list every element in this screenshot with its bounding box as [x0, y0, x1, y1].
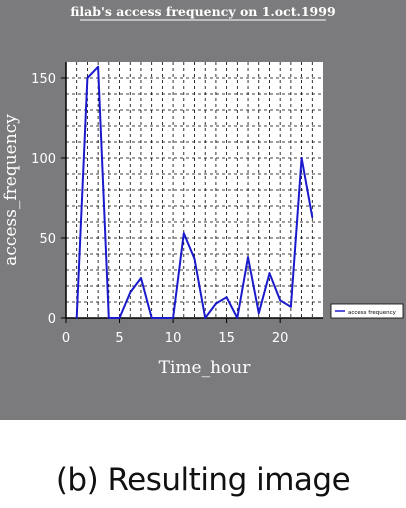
data-point: [236, 317, 239, 319]
line-chart: filab's access frequency on 1.oct.1999 0 5…: [1, 4, 404, 378]
data-point: [107, 317, 110, 319]
data-point: [75, 317, 78, 319]
data-point: [215, 302, 217, 305]
data-point: [161, 317, 164, 319]
data-point: [225, 296, 228, 299]
data-point: [300, 157, 303, 159]
legend-box: [330, 303, 404, 319]
data-point: [172, 317, 174, 319]
data-point: [268, 272, 271, 275]
data-point: [140, 277, 142, 279]
data-point: [289, 305, 292, 308]
data-point: [247, 256, 249, 259]
data-point: [182, 232, 185, 235]
figure-caption: (b) Resulting image: [55, 462, 351, 498]
y-tick-label: 150: [31, 72, 56, 87]
x-tick-label: 10: [165, 331, 182, 346]
x-axis-label: Time_hour: [159, 358, 252, 378]
data-point: [279, 299, 282, 302]
y-tick-label: 0: [48, 312, 56, 327]
data-point: [204, 317, 207, 319]
y-axis-label: access_frequency: [1, 114, 21, 266]
legend-label: access frequency: [348, 310, 397, 316]
chart-title: filab's access frequency on 1.oct.1999: [70, 4, 335, 19]
data-point: [311, 216, 314, 219]
y-tick-label: 50: [39, 232, 56, 247]
x-tick-label: 5: [115, 331, 123, 346]
data-point: [118, 317, 121, 319]
data-point: [97, 65, 100, 68]
data-point: [150, 317, 153, 319]
x-tick-label: 20: [272, 331, 289, 346]
x-tick-label: 15: [218, 331, 235, 346]
data-point: [86, 77, 89, 79]
data-point: [193, 257, 196, 260]
x-tick-label: 0: [62, 331, 70, 346]
chart-panel: filab's access frequency on 1.oct.1999 0 5…: [0, 0, 406, 420]
data-point: [129, 291, 132, 294]
data-point: [257, 312, 260, 315]
y-tick-label: 100: [31, 152, 56, 167]
